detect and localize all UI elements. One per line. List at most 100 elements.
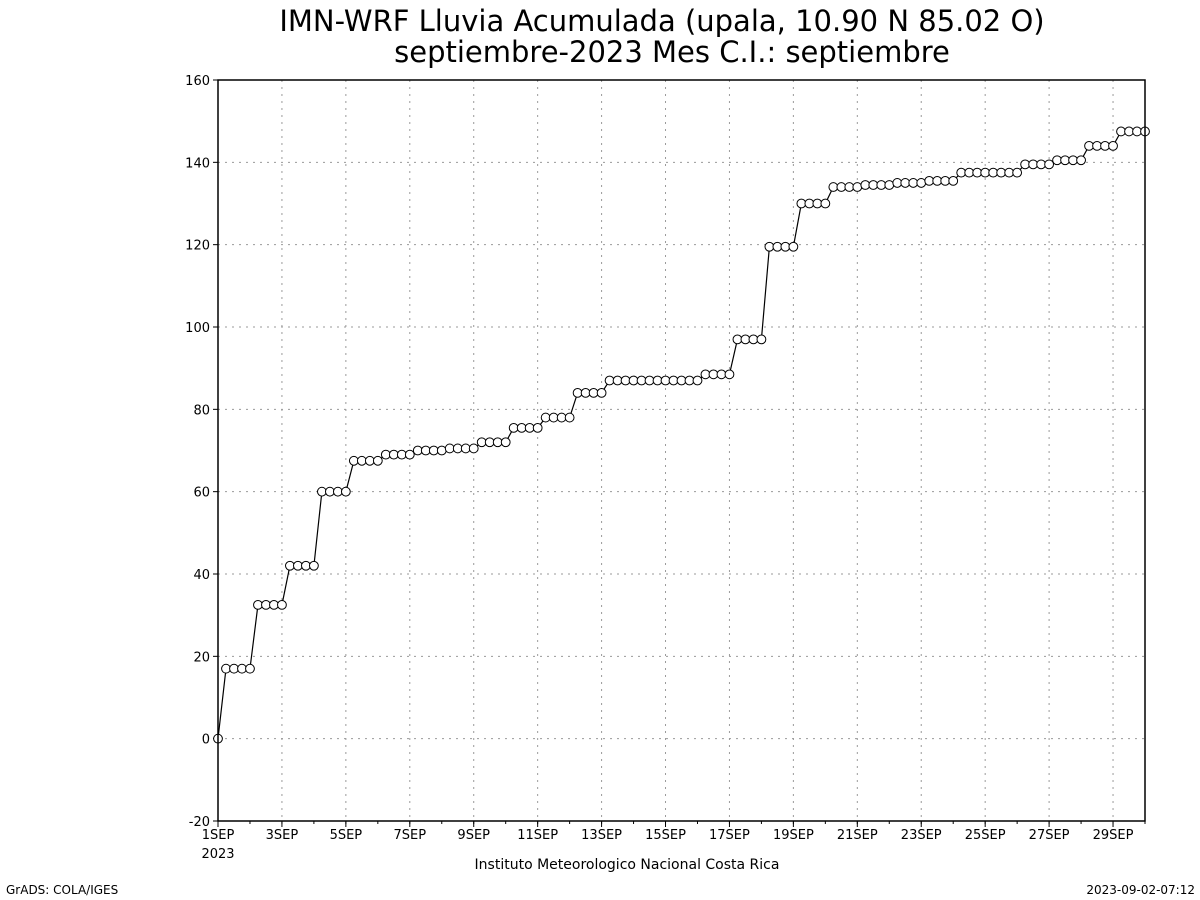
data-point — [628, 375, 639, 386]
data-point — [652, 375, 663, 386]
data-point — [1108, 140, 1118, 151]
data-point — [1076, 155, 1086, 166]
data-point — [876, 180, 887, 190]
data-point — [828, 182, 839, 192]
data-point — [788, 241, 799, 252]
data-point — [572, 387, 583, 398]
data-point — [412, 445, 423, 456]
data-point — [988, 167, 999, 178]
data-point — [332, 486, 343, 497]
data-point — [620, 375, 631, 386]
x-tick-label: 29SEP — [1093, 828, 1134, 843]
data-point — [956, 167, 967, 178]
timestamp: 2023-09-02-07:12 — [1086, 883, 1195, 897]
data-point — [1012, 167, 1023, 178]
data-point — [324, 486, 335, 497]
data-point — [948, 175, 959, 186]
data-point — [420, 445, 431, 456]
data-point — [940, 175, 951, 186]
data-point — [996, 167, 1007, 178]
data-point — [804, 198, 815, 209]
data-point — [796, 198, 807, 209]
data-point — [676, 375, 687, 386]
x-tick-label: 15SEP — [645, 828, 686, 843]
data-point — [1100, 140, 1110, 151]
data-point — [253, 599, 263, 610]
data-point — [644, 375, 655, 386]
x-tick-label: 13SEP — [581, 828, 622, 843]
data-point — [1060, 155, 1070, 166]
y-tick-label: 160 — [185, 74, 210, 89]
data-point — [604, 375, 615, 386]
data-point — [708, 369, 719, 380]
data-point — [764, 241, 775, 252]
data-point — [916, 178, 927, 188]
data-point — [580, 387, 591, 398]
x-tick-label: 17SEP — [709, 828, 750, 843]
data-point — [908, 178, 919, 188]
data-point — [932, 175, 943, 186]
x-year-label: 2023 — [201, 847, 234, 862]
y-axis: -20 0 20 40 60 80 100 120 140 160 — [185, 74, 218, 830]
data-point — [900, 178, 911, 188]
data-point — [1052, 155, 1062, 166]
data-point — [668, 375, 679, 386]
data-point — [660, 375, 671, 386]
x-tick-label: 11SEP — [517, 828, 558, 843]
plot-frame — [217, 79, 1146, 822]
data-point — [500, 437, 511, 448]
data-point — [460, 443, 471, 454]
data-point — [548, 412, 559, 423]
data-point — [748, 334, 759, 345]
data-point — [836, 182, 847, 192]
data-point — [285, 560, 295, 571]
data-point — [221, 663, 231, 674]
x-tick-label: 9SEP — [457, 828, 490, 843]
data-point — [508, 422, 519, 433]
data-point — [972, 167, 983, 178]
data-point — [1020, 159, 1031, 170]
x-tick-label: 3SEP — [266, 828, 299, 843]
data-point — [1036, 159, 1047, 170]
data-point — [868, 180, 879, 190]
data-point — [980, 167, 991, 178]
data-point — [293, 560, 303, 571]
data-point — [692, 375, 703, 386]
y-tick-label: 80 — [193, 403, 210, 418]
data-point — [892, 178, 903, 188]
data-point — [612, 375, 623, 386]
data-point — [476, 437, 487, 448]
data-point — [780, 241, 791, 252]
data-point — [1028, 159, 1039, 170]
data-point — [444, 443, 455, 454]
data-point — [452, 443, 463, 454]
x-tick-label: 21SEP — [837, 828, 878, 843]
data-point — [716, 369, 727, 380]
data-point — [372, 455, 383, 466]
data-point — [492, 437, 503, 448]
data-point — [388, 449, 399, 460]
y-tick-label: 0 — [202, 733, 210, 748]
data-point — [261, 599, 271, 610]
data-point — [468, 443, 479, 454]
data-point — [524, 422, 535, 433]
data-point — [596, 387, 607, 398]
grads-credit: GrADS: COLA/IGES — [6, 883, 118, 897]
chart-title: IMN-WRF Lluvia Acumulada (upala, 10.90 N… — [279, 4, 1044, 38]
data-point — [309, 560, 319, 571]
data-point — [772, 241, 783, 252]
data-point — [1124, 126, 1134, 137]
data-point — [1084, 140, 1094, 151]
data-point — [1116, 126, 1126, 137]
data-point — [884, 180, 895, 190]
data-point — [404, 449, 415, 460]
data-point — [588, 387, 599, 398]
grid-lines — [218, 80, 1145, 821]
data-point — [1044, 159, 1054, 170]
data-point — [700, 369, 711, 380]
x-tick-label: 27SEP — [1029, 828, 1070, 843]
data-point — [540, 412, 551, 423]
y-tick-label: 120 — [185, 239, 210, 254]
data-point — [277, 599, 287, 610]
